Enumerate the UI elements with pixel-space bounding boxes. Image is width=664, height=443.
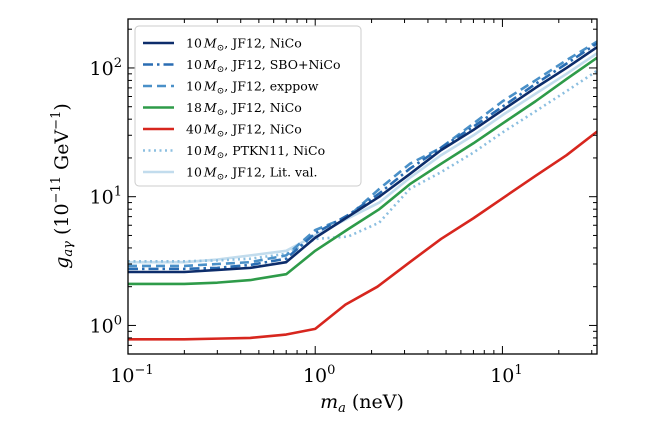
series-line-6 [128,69,597,263]
legend-label-5: 40 M⊙, JF12, NiCo [186,122,302,140]
series-layer [128,40,597,341]
series-line-1 [128,46,597,274]
y-tick-label: 101 [90,185,122,209]
x-axis-label: ma (neV) [320,391,404,416]
legend-label-1: 10 M⊙, JF12, NiCo [186,36,302,54]
y-axis-label: gaγ (10−11 GeV−1) [49,103,76,269]
series-line-5 [128,130,597,341]
plot-frame [127,18,598,355]
legend-label-7: 10 M⊙, JF12, Lit. val. [186,165,318,183]
x-tick-label: 101 [490,363,522,387]
legend-label-4: 18 M⊙, JF12, NiCo [186,100,302,118]
x-tick-label: 10−1 [110,363,153,387]
ticks-layer: 10−1 100 101 100 101 102 [90,19,597,387]
legend-label-2: 10 M⊙, JF12, SBO+NiCo [186,57,340,75]
legend: 10 M⊙, JF12, NiCo 10 M⊙, JF12, SBO+NiCo 10 M⊙… [134,25,362,187]
series-line-2 [128,42,597,271]
y-tick-label: 100 [90,313,122,337]
legend-label-3: 10 M⊙, JF12, exppow [186,79,319,97]
x-tick-label: 100 [303,363,335,387]
legend-label-6: 10 M⊙, PTKN11, NiCo [186,143,325,161]
series-line-3 [128,40,597,268]
series-line-7 [128,52,597,264]
legend-box [134,25,362,187]
y-tick-label: 102 [90,56,122,80]
series-line-4 [128,56,597,286]
